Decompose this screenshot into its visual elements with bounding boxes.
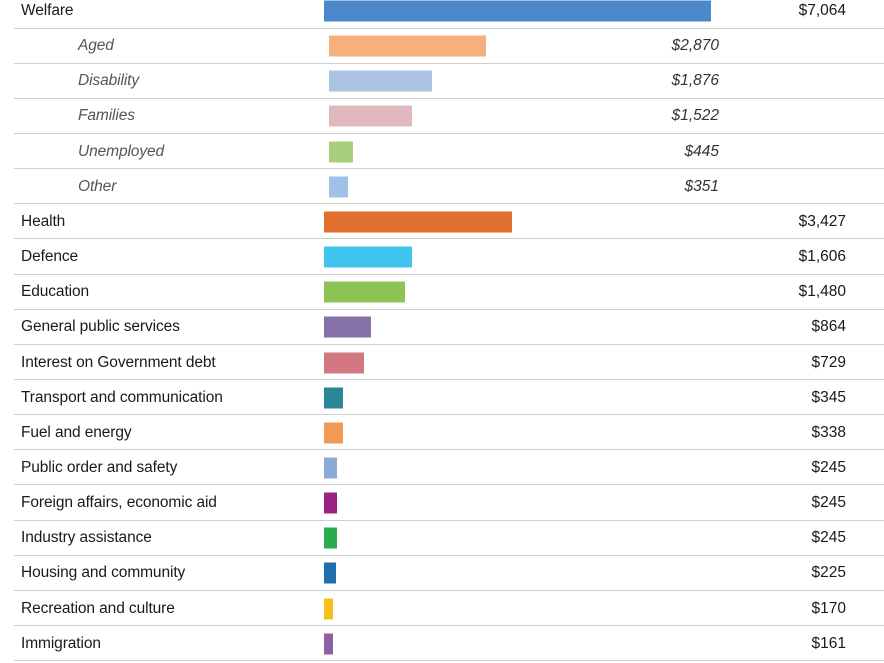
category-row: Defence $1,606: [0, 240, 884, 275]
category-label: Education: [21, 283, 90, 301]
row-divider: [14, 589, 884, 591]
category-label: Families: [78, 107, 135, 125]
row-divider: [14, 449, 884, 451]
bar: [329, 141, 354, 163]
value-label: $170: [811, 599, 846, 617]
value-label: $338: [811, 423, 846, 441]
bar: [324, 422, 343, 444]
category-row: Interest on Government debt $729: [0, 345, 884, 380]
category-row: Housing and community $225: [0, 556, 884, 591]
bar: [324, 562, 337, 584]
bar: [324, 633, 333, 655]
row-divider: [14, 660, 884, 662]
row-divider: [14, 62, 884, 64]
value-label: $1,522: [671, 107, 719, 125]
category-row: Recreation and culture $170: [0, 591, 884, 627]
category-label: Transport and communication: [21, 388, 223, 406]
bar: [324, 281, 406, 303]
value-label: $7,064: [798, 2, 846, 19]
sub-row: Other $351: [0, 169, 884, 205]
category-label: Immigration: [21, 634, 101, 652]
row-divider: [14, 554, 884, 556]
sub-row: Families $1,522: [0, 99, 884, 134]
sub-row: Unemployed $445: [0, 134, 884, 170]
category-row: Industry assistance $245: [0, 521, 884, 556]
bar: [324, 527, 338, 549]
category-label: Welfare: [21, 2, 74, 19]
category-row: Public order and safety $245: [0, 450, 884, 486]
row-divider: [14, 414, 884, 416]
category-label: Other: [78, 177, 117, 195]
row-divider: [14, 308, 884, 310]
category-row: Health $3,427: [0, 204, 884, 240]
value-label: $445: [684, 142, 719, 160]
row-divider: [14, 379, 884, 380]
bar: [324, 492, 338, 514]
value-label: $245: [811, 494, 846, 512]
value-label: $225: [811, 564, 846, 582]
row-divider: [14, 203, 884, 205]
category-label: Health: [21, 212, 66, 230]
value-label: $245: [811, 458, 846, 476]
category-label: Housing and community: [21, 564, 186, 582]
bar: [324, 211, 512, 233]
value-label: $1,480: [798, 283, 846, 301]
category-label: Aged: [78, 37, 114, 55]
value-label: $3,427: [798, 212, 846, 230]
category-label: Fuel and energy: [21, 423, 132, 441]
bar: [329, 70, 432, 92]
row-divider: [14, 27, 884, 29]
value-label: $345: [811, 388, 846, 406]
value-label: $2,870: [671, 37, 719, 55]
row-divider: [14, 238, 884, 240]
category-row: Welfare $7,064: [0, 0, 884, 29]
category-label: Industry assistance: [21, 529, 152, 547]
value-label: $245: [811, 529, 846, 547]
row-divider: [14, 519, 884, 521]
row-divider: [14, 625, 884, 627]
value-label: $1,606: [798, 248, 846, 266]
bar: [324, 316, 372, 338]
category-row: Foreign affairs, economic aid $245: [0, 486, 884, 521]
row-divider: [14, 97, 884, 99]
bar: [324, 352, 364, 373]
category-label: Unemployed: [78, 142, 165, 160]
value-label: $1,876: [671, 72, 719, 90]
category-row: Transport and communication $345: [0, 380, 884, 416]
category-label: Defence: [21, 248, 79, 266]
value-label: $351: [684, 177, 719, 195]
value-label: $864: [811, 318, 846, 336]
category-label: Foreign affairs, economic aid: [21, 494, 217, 512]
row-divider: [14, 343, 884, 345]
row-divider: [14, 273, 884, 275]
category-label: Disability: [78, 72, 140, 90]
category-row: Fuel and energy $338: [0, 415, 884, 451]
row-divider: [14, 132, 884, 134]
row-divider: [14, 168, 884, 170]
bar: [329, 105, 413, 127]
bar: [324, 246, 412, 268]
value-label: $729: [811, 353, 846, 371]
category-label: Recreation and culture: [21, 599, 175, 617]
category-label: Interest on Government debt: [21, 353, 216, 371]
value-label: $161: [811, 634, 846, 652]
bar: [329, 35, 487, 57]
category-row: Immigration $161: [0, 626, 884, 662]
sub-row: Aged $2,870: [0, 29, 884, 64]
bar: [324, 457, 338, 479]
category-label: General public services: [21, 318, 180, 336]
bar: [324, 0, 711, 22]
bar: [329, 176, 349, 198]
sub-row: Disability $1,876: [0, 64, 884, 99]
bar: [324, 387, 343, 409]
category-label: Public order and safety: [21, 458, 178, 476]
category-row: General public services $864: [0, 310, 884, 345]
category-row: Education $1,480: [0, 275, 884, 310]
bar: [324, 598, 334, 620]
row-divider: [14, 484, 884, 486]
